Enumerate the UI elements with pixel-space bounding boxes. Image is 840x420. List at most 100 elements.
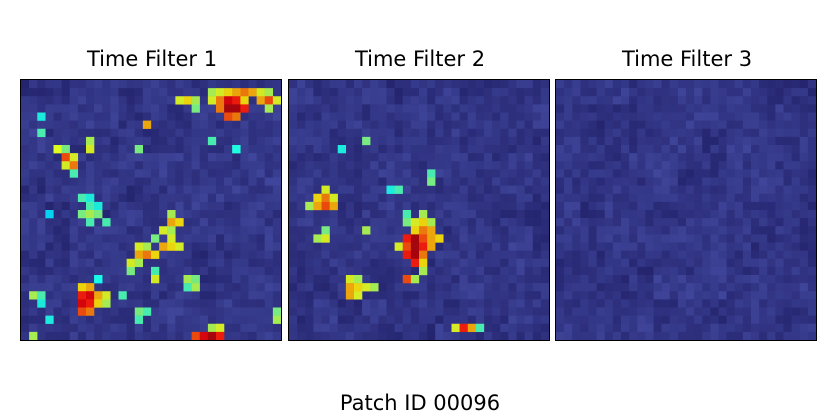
background-cell <box>305 218 314 227</box>
background-cell <box>159 112 168 121</box>
background-cell <box>305 169 314 178</box>
background-cell <box>134 120 144 129</box>
background-cell <box>451 112 460 121</box>
background-cell <box>289 210 298 219</box>
background-cell <box>256 275 265 284</box>
background-cell <box>508 226 517 235</box>
background-cell <box>702 250 711 259</box>
background-cell <box>386 307 395 316</box>
background-cell <box>799 177 809 186</box>
background-cell <box>142 88 152 97</box>
background-cell <box>53 218 62 227</box>
background-cell <box>175 177 184 186</box>
background-cell <box>588 136 597 146</box>
background-cell <box>110 128 119 138</box>
background-cell <box>500 88 509 97</box>
background-cell <box>61 258 70 268</box>
background-cell <box>524 315 533 324</box>
background-cell <box>516 136 525 146</box>
background-cell <box>329 177 338 186</box>
background-cell <box>354 153 363 162</box>
background-cell <box>362 307 371 316</box>
background-cell <box>321 80 330 89</box>
background-cell <box>264 169 274 178</box>
background-cell <box>321 323 330 333</box>
background-cell <box>807 96 816 105</box>
background-cell <box>677 120 687 129</box>
background-cell <box>669 185 679 194</box>
background-cell <box>661 226 670 235</box>
background-cell <box>791 234 800 243</box>
background-cell <box>783 331 792 340</box>
background-cell <box>637 104 646 113</box>
background-cell <box>410 185 420 194</box>
background-cell <box>718 201 727 211</box>
background-cell <box>775 136 784 146</box>
background-cell <box>151 226 160 235</box>
background-cell <box>224 226 233 235</box>
background-cell <box>783 120 792 129</box>
background-cell <box>694 291 703 300</box>
background-cell <box>524 275 533 284</box>
background-cell <box>596 145 605 154</box>
background-cell <box>799 299 809 308</box>
background-cell <box>53 234 62 243</box>
background-cell <box>321 275 330 284</box>
background-cell <box>199 169 209 178</box>
background-cell <box>532 185 542 194</box>
background-cell <box>669 307 679 316</box>
background-cell <box>159 88 168 97</box>
background-cell <box>516 299 525 308</box>
background-cell <box>637 226 646 235</box>
background-cell <box>588 112 597 121</box>
background-cell <box>232 201 241 211</box>
heatmap-cell <box>354 275 363 284</box>
background-cell <box>321 96 330 105</box>
background-cell <box>305 234 314 243</box>
background-cell <box>110 80 119 89</box>
background-cell <box>345 193 355 203</box>
background-cell <box>443 258 452 268</box>
background-cell <box>134 177 144 186</box>
background-cell <box>410 153 420 162</box>
background-cell <box>596 234 605 243</box>
background-cell <box>669 275 679 284</box>
background-cell <box>588 120 597 129</box>
background-cell <box>61 136 70 146</box>
background-cell <box>661 185 670 194</box>
background-cell <box>767 275 776 284</box>
background-cell <box>297 185 306 194</box>
background-cell <box>629 283 638 292</box>
background-cell <box>694 153 703 162</box>
background-cell <box>256 120 265 129</box>
background-cell <box>175 145 184 154</box>
background-cell <box>621 258 630 268</box>
background-cell <box>532 112 542 121</box>
background-cell <box>167 283 176 292</box>
heatmap-cell <box>94 299 103 308</box>
background-cell <box>475 112 485 121</box>
heatmap-cell <box>240 88 249 97</box>
background-cell <box>272 120 281 129</box>
background-cell <box>151 258 160 268</box>
background-cell <box>532 299 542 308</box>
background-cell <box>742 226 752 235</box>
background-cell <box>427 283 436 292</box>
background-cell <box>159 136 168 146</box>
background-cell <box>224 80 233 89</box>
background-cell <box>289 177 298 186</box>
background-cell <box>759 210 768 219</box>
background-cell <box>556 80 565 89</box>
background-cell <box>767 177 776 186</box>
heatmap-cell <box>167 226 176 235</box>
background-cell <box>362 145 371 154</box>
background-cell <box>199 323 209 333</box>
background-cell <box>337 283 347 292</box>
background-cell <box>305 153 314 162</box>
background-cell <box>653 275 662 284</box>
background-cell <box>435 161 444 170</box>
background-cell <box>686 161 695 170</box>
background-cell <box>459 250 468 259</box>
background-cell <box>653 136 662 146</box>
background-cell <box>516 88 525 97</box>
